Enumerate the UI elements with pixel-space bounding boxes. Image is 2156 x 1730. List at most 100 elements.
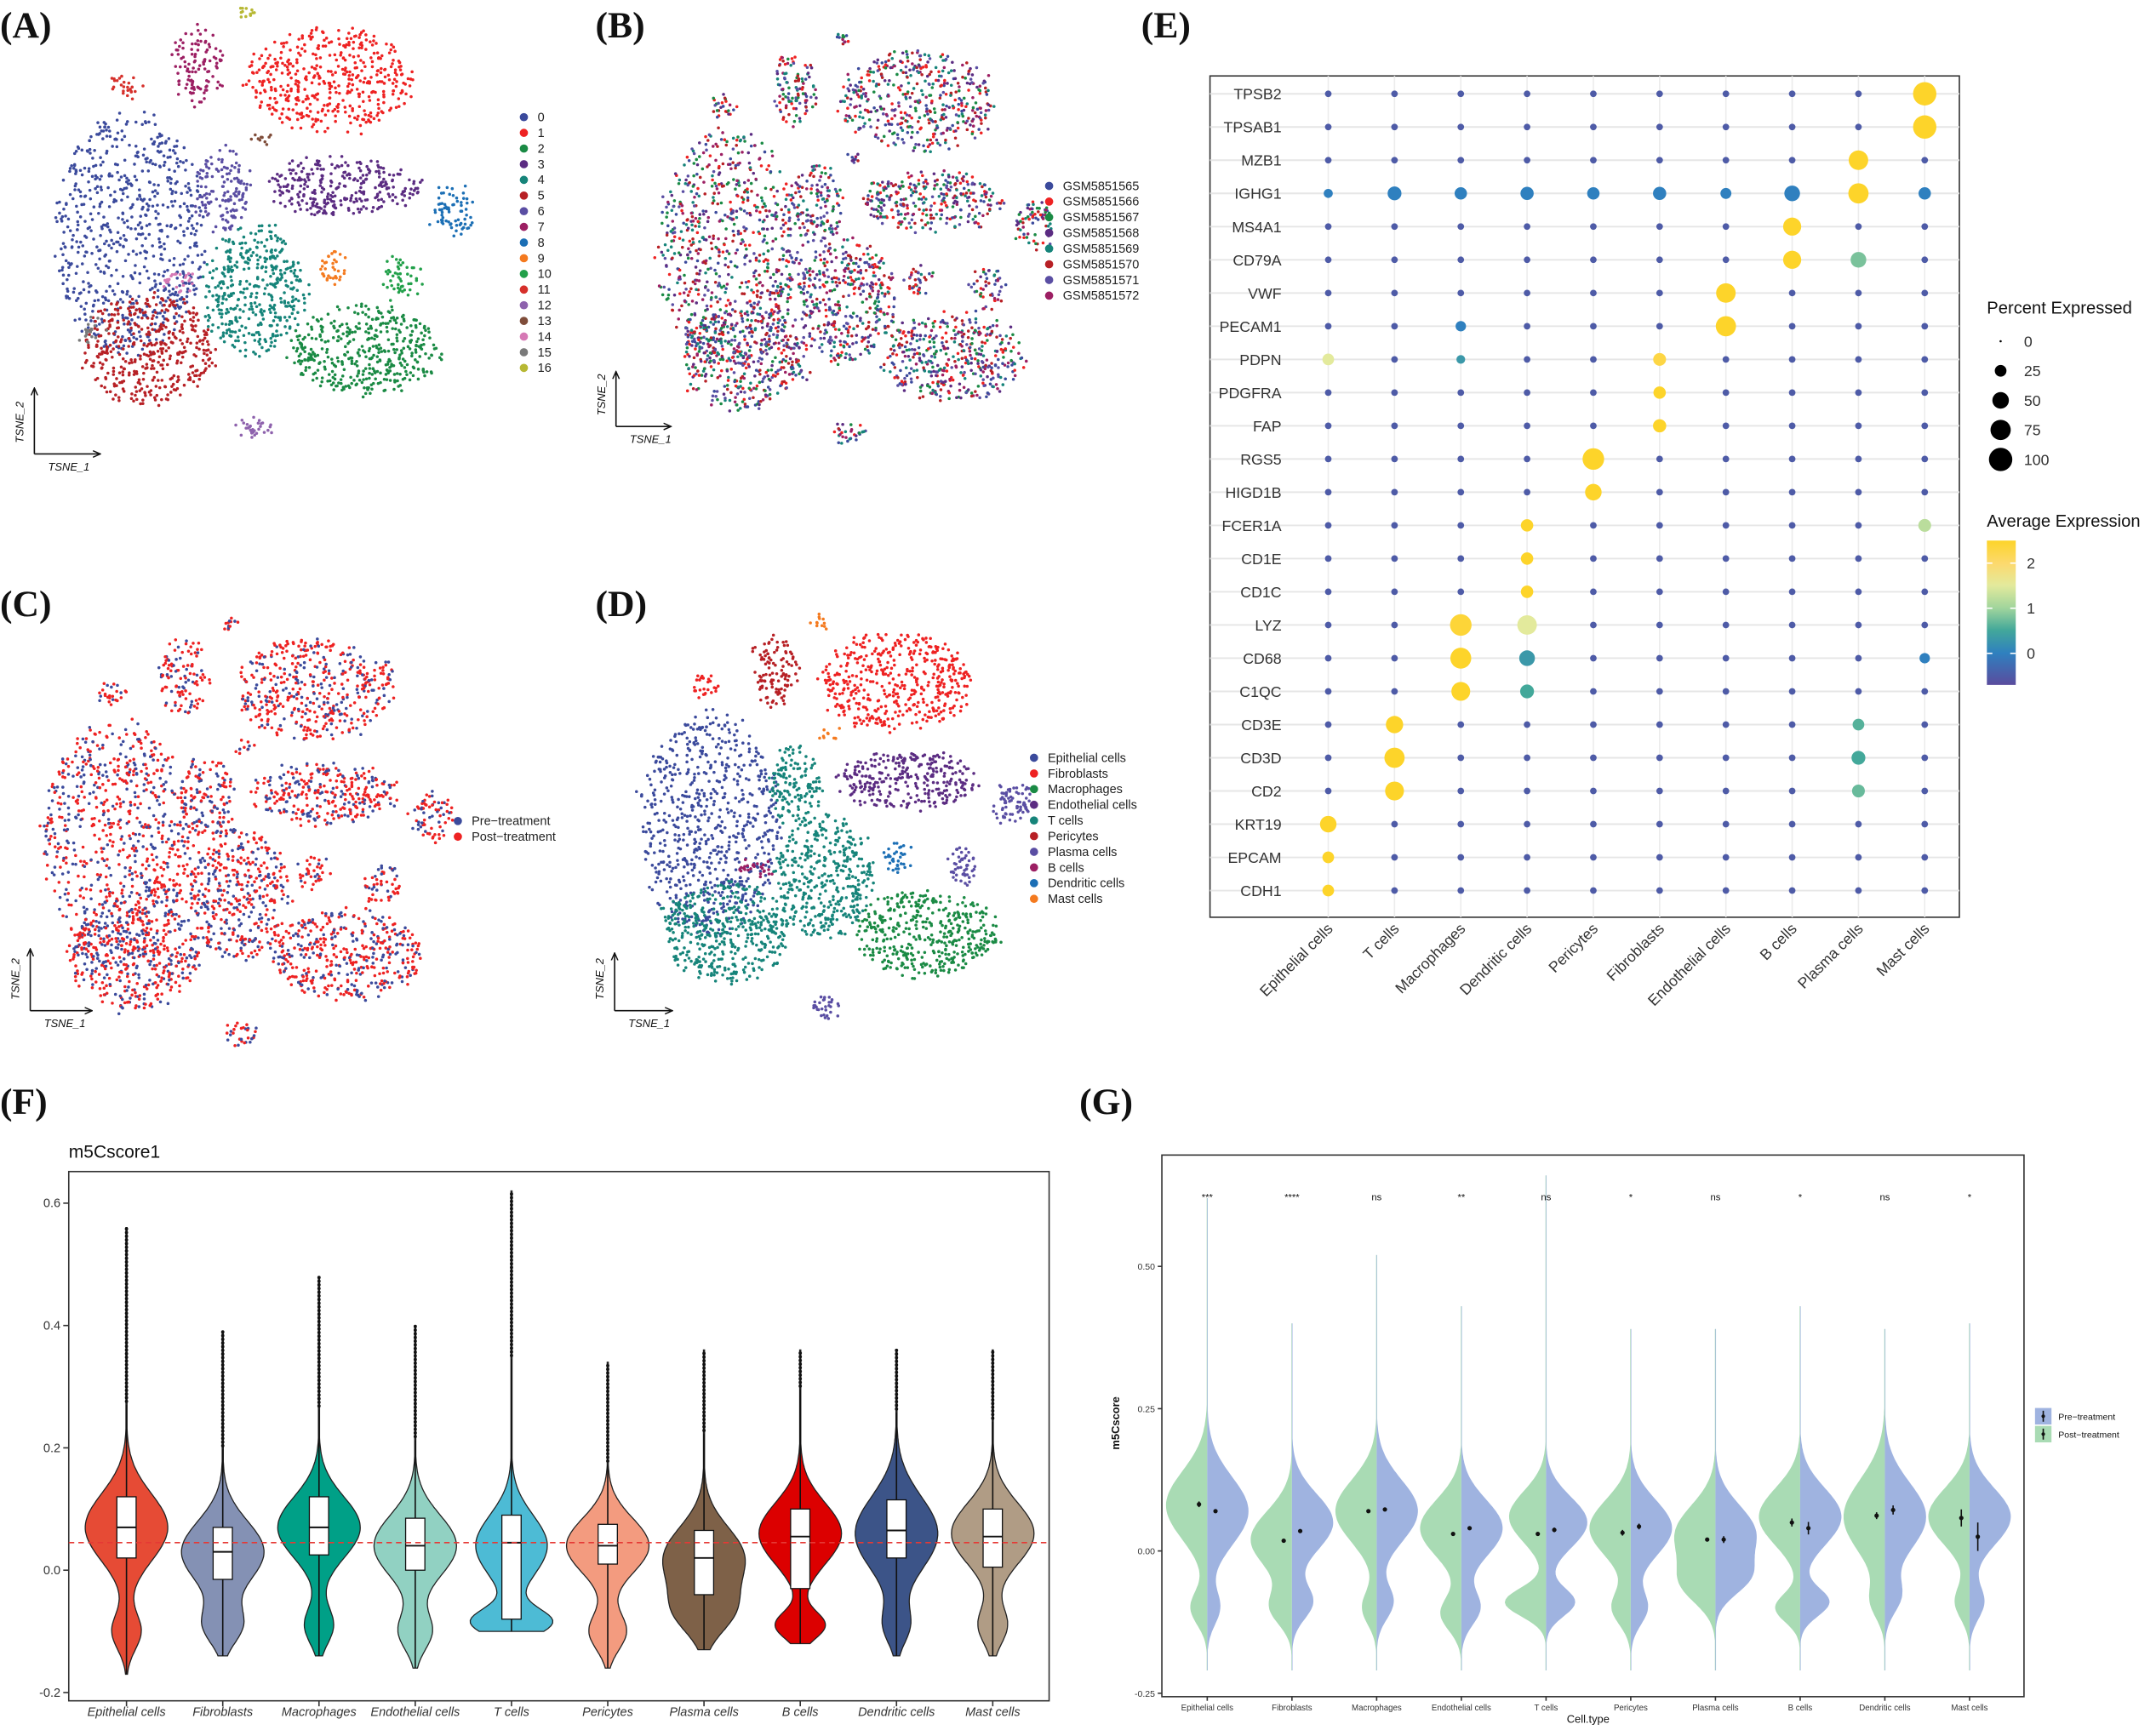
tsne-point (303, 301, 306, 305)
tsne-point (147, 120, 151, 124)
tsne-point (82, 280, 85, 283)
tsne-point (469, 223, 472, 227)
tsne-point (779, 226, 783, 231)
tsne-point (703, 226, 706, 230)
tsne-point (717, 191, 721, 195)
tsne-point (220, 312, 224, 316)
tsne-point (174, 41, 177, 44)
tsne-point (653, 256, 657, 260)
tsne-point (983, 341, 987, 345)
tsne-point (271, 176, 274, 180)
tsne-point (143, 249, 146, 253)
tsne-point (355, 359, 358, 363)
tsne-point (357, 54, 360, 58)
tsne-point (182, 233, 186, 237)
tsne-point (260, 224, 264, 228)
tsne-point (88, 333, 91, 336)
tsne-point (713, 268, 717, 272)
tsne-point (253, 339, 257, 342)
tsne-point (415, 344, 418, 348)
tsne-point (95, 290, 99, 294)
tsne-point (1024, 359, 1028, 363)
tsne-point (956, 121, 959, 124)
tsne-point (301, 100, 305, 104)
tsne-point (83, 312, 87, 316)
tsne-point (336, 110, 340, 113)
tsne-point (689, 312, 694, 317)
tsne-point (192, 353, 196, 357)
tsne-point (979, 374, 983, 378)
tsne-point (923, 53, 927, 56)
tsne-point (420, 331, 423, 335)
tsne-point (363, 386, 366, 390)
tsne-point (378, 80, 382, 83)
tsne-point (707, 163, 711, 167)
tsne-point (251, 11, 254, 14)
tsne-point (953, 77, 958, 81)
tsne-point (672, 226, 677, 230)
tsne-point (411, 365, 415, 369)
tsne-point (351, 73, 355, 77)
tsne-point (732, 359, 736, 363)
tsne-point (929, 216, 933, 220)
tsne-point (378, 191, 382, 194)
tsne-point (283, 64, 287, 67)
tsne-point (305, 156, 308, 159)
tsne-point (912, 355, 915, 359)
tsne-point (392, 387, 396, 391)
tsne-point (704, 271, 707, 275)
tsne-point (981, 345, 984, 348)
tsne-point (721, 219, 724, 223)
tsne-point (252, 415, 255, 420)
tsne-point (160, 309, 164, 312)
tsne-point (876, 136, 880, 140)
tsne-point (340, 67, 345, 71)
tsne-point (928, 109, 931, 113)
tsne-point (926, 347, 930, 351)
tsne-point (120, 74, 123, 78)
tsne-point (680, 208, 683, 213)
tsne-point (741, 329, 745, 334)
tsne-point (300, 34, 305, 37)
tsne-point (697, 141, 701, 145)
tsne-point (698, 240, 701, 243)
tsne-point (145, 160, 148, 164)
tsne-point (220, 322, 224, 326)
tsne-point (946, 54, 950, 59)
tsne-point (682, 291, 686, 294)
tsne-point (379, 330, 383, 334)
tsne-point (233, 215, 237, 220)
tsne-point (126, 317, 129, 320)
tsne-point (340, 203, 343, 207)
tsne-point (60, 217, 63, 221)
tsne-point (369, 391, 372, 396)
tsne-point (890, 108, 895, 112)
tsne-point (766, 259, 769, 262)
tsne-point (421, 338, 425, 342)
tsne-point (741, 151, 744, 154)
tsne-point (211, 33, 215, 37)
tsne-point (727, 357, 731, 360)
tsne-point (403, 359, 407, 363)
tsne-point (173, 199, 177, 203)
tsne-point (301, 373, 305, 377)
tsne-point (134, 397, 139, 402)
tsne-point (245, 287, 249, 290)
tsne-point (438, 356, 442, 360)
tsne-point (186, 204, 189, 208)
tsne-point (132, 373, 136, 376)
tsne-point (295, 117, 300, 122)
tsne-point (120, 138, 124, 141)
tsne-point (718, 254, 721, 258)
tsne-point (329, 179, 333, 183)
tsne-point (283, 291, 286, 294)
tsne-point (403, 288, 407, 292)
tsne-point (269, 294, 273, 298)
tsne-point (407, 282, 410, 286)
tsne-point (207, 167, 211, 170)
tsne-point (252, 333, 256, 337)
tsne-point (329, 276, 332, 280)
tsne-point (858, 104, 862, 108)
tsne-point (941, 53, 945, 56)
tsne-point (106, 265, 111, 270)
